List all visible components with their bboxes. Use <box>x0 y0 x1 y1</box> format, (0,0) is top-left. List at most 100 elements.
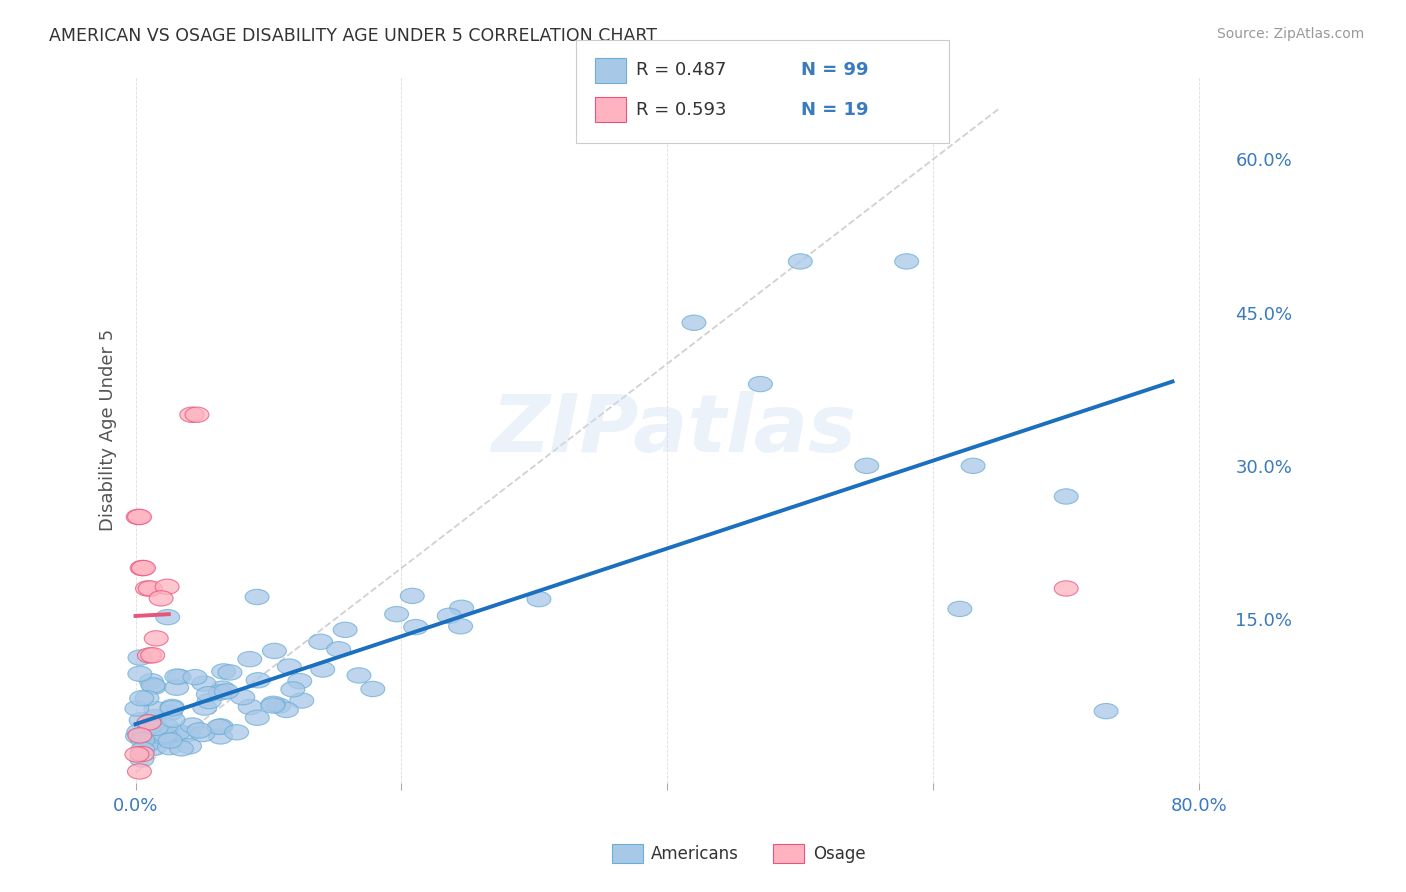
Ellipse shape <box>245 710 269 725</box>
Ellipse shape <box>948 601 972 616</box>
Ellipse shape <box>191 726 215 742</box>
Ellipse shape <box>176 726 200 741</box>
Ellipse shape <box>208 729 232 744</box>
Y-axis label: Disability Age Under 5: Disability Age Under 5 <box>100 329 117 531</box>
Ellipse shape <box>225 724 249 740</box>
Ellipse shape <box>138 648 162 663</box>
Ellipse shape <box>894 253 918 269</box>
Ellipse shape <box>401 588 425 604</box>
Ellipse shape <box>145 720 169 735</box>
Ellipse shape <box>152 729 176 745</box>
Ellipse shape <box>1054 489 1078 504</box>
Ellipse shape <box>169 740 193 756</box>
Ellipse shape <box>131 560 155 575</box>
Ellipse shape <box>218 665 242 680</box>
Ellipse shape <box>139 723 163 738</box>
Ellipse shape <box>138 719 162 734</box>
Text: R = 0.487: R = 0.487 <box>636 62 725 79</box>
Ellipse shape <box>125 747 149 762</box>
Ellipse shape <box>267 698 291 714</box>
Ellipse shape <box>139 673 163 689</box>
Ellipse shape <box>215 683 239 699</box>
Ellipse shape <box>138 581 162 596</box>
Ellipse shape <box>128 509 152 524</box>
Ellipse shape <box>132 727 156 742</box>
Ellipse shape <box>180 718 204 733</box>
Ellipse shape <box>238 651 262 667</box>
Ellipse shape <box>145 631 169 646</box>
Ellipse shape <box>281 681 305 697</box>
Ellipse shape <box>187 723 211 738</box>
Ellipse shape <box>166 724 190 739</box>
Ellipse shape <box>1054 581 1078 596</box>
Ellipse shape <box>361 681 385 697</box>
Ellipse shape <box>288 673 312 689</box>
Ellipse shape <box>132 560 156 575</box>
Ellipse shape <box>246 673 270 688</box>
Text: AMERICAN VS OSAGE DISABILITY AGE UNDER 5 CORRELATION CHART: AMERICAN VS OSAGE DISABILITY AGE UNDER 5… <box>49 27 657 45</box>
Ellipse shape <box>748 376 772 392</box>
Ellipse shape <box>141 648 165 663</box>
Ellipse shape <box>128 728 152 743</box>
Text: Americans: Americans <box>651 845 740 863</box>
Ellipse shape <box>347 668 371 683</box>
Text: ZIPatlas: ZIPatlas <box>492 391 856 469</box>
Ellipse shape <box>290 693 314 708</box>
Ellipse shape <box>138 714 162 730</box>
Ellipse shape <box>191 676 217 691</box>
Ellipse shape <box>135 690 159 706</box>
Ellipse shape <box>131 732 155 748</box>
Ellipse shape <box>134 730 157 745</box>
Ellipse shape <box>138 736 162 751</box>
Ellipse shape <box>183 670 207 685</box>
Ellipse shape <box>449 619 472 634</box>
Ellipse shape <box>127 509 150 524</box>
Text: N = 19: N = 19 <box>801 101 869 119</box>
Ellipse shape <box>128 764 152 779</box>
Ellipse shape <box>231 690 254 705</box>
Ellipse shape <box>855 458 879 474</box>
Ellipse shape <box>177 739 201 754</box>
Ellipse shape <box>127 724 150 739</box>
Ellipse shape <box>156 609 180 624</box>
Text: R = 0.593: R = 0.593 <box>636 101 725 119</box>
Ellipse shape <box>450 600 474 615</box>
Ellipse shape <box>156 726 180 742</box>
Ellipse shape <box>146 732 170 747</box>
Ellipse shape <box>212 664 236 679</box>
Ellipse shape <box>159 733 183 748</box>
Ellipse shape <box>262 696 285 712</box>
Ellipse shape <box>135 581 159 596</box>
Ellipse shape <box>311 662 335 677</box>
Ellipse shape <box>167 669 191 685</box>
Ellipse shape <box>136 727 160 742</box>
Ellipse shape <box>160 712 186 727</box>
Ellipse shape <box>309 634 333 649</box>
Ellipse shape <box>197 687 221 702</box>
Ellipse shape <box>155 579 179 594</box>
Ellipse shape <box>155 718 179 733</box>
Ellipse shape <box>789 253 813 269</box>
Ellipse shape <box>129 752 153 767</box>
Ellipse shape <box>238 699 262 714</box>
Ellipse shape <box>186 407 209 423</box>
Ellipse shape <box>404 619 427 635</box>
Ellipse shape <box>125 701 149 716</box>
Ellipse shape <box>157 729 181 744</box>
Ellipse shape <box>125 729 149 744</box>
Ellipse shape <box>129 690 153 706</box>
Text: N = 99: N = 99 <box>801 62 869 79</box>
Ellipse shape <box>128 650 152 665</box>
Ellipse shape <box>142 740 166 756</box>
Ellipse shape <box>141 678 165 693</box>
Ellipse shape <box>128 666 152 681</box>
Ellipse shape <box>165 669 188 684</box>
Text: Source: ZipAtlas.com: Source: ZipAtlas.com <box>1216 27 1364 41</box>
Ellipse shape <box>160 700 184 716</box>
Ellipse shape <box>527 591 551 607</box>
Ellipse shape <box>277 659 301 674</box>
Text: Osage: Osage <box>813 845 865 863</box>
Ellipse shape <box>145 725 169 740</box>
Ellipse shape <box>157 739 181 755</box>
Ellipse shape <box>159 706 183 721</box>
